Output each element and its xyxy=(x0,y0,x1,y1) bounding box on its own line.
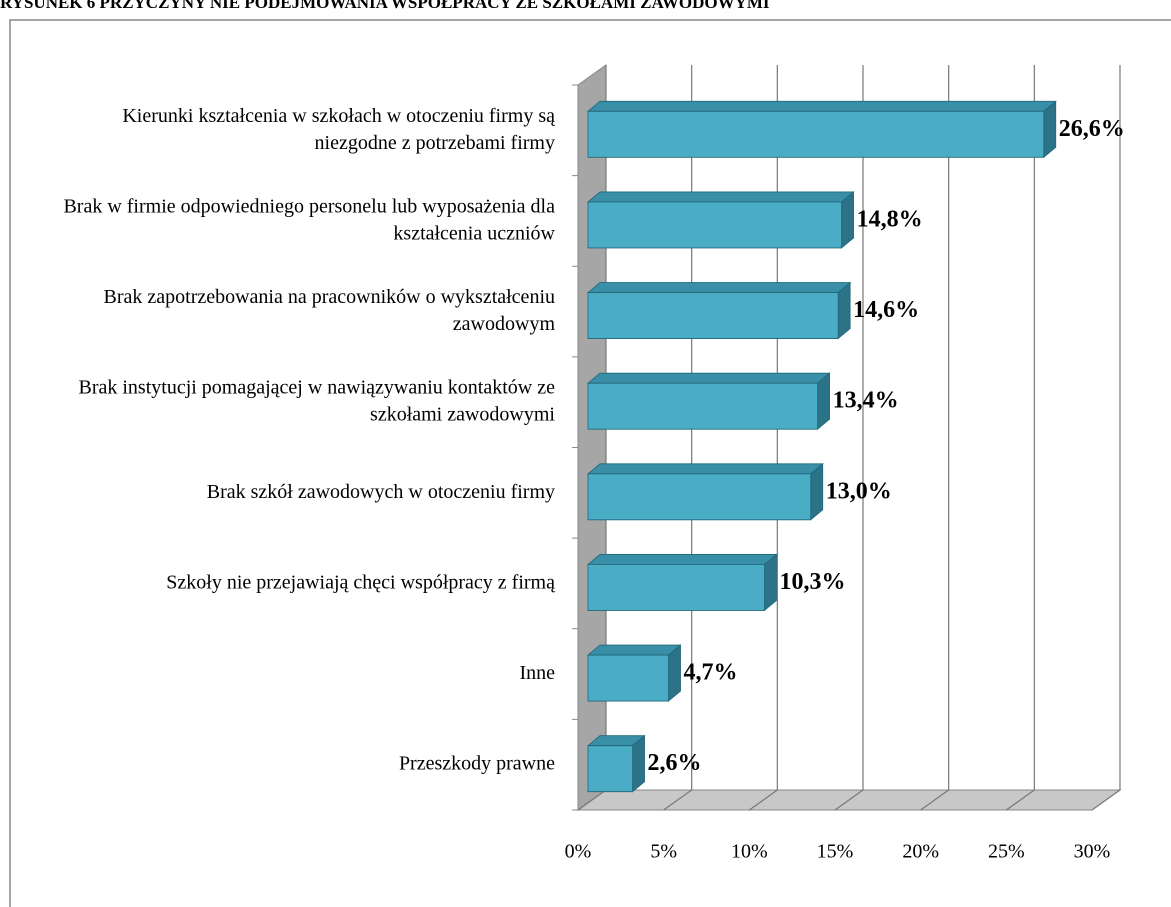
x-tick-label: 20% xyxy=(902,841,939,863)
category-label: Brak w firmie odpowiedniego personelu lu… xyxy=(63,195,555,244)
bar xyxy=(586,462,824,521)
category-label: Szkoły nie przejawiają chęci współpracy … xyxy=(166,571,556,593)
value-label: 2,6% xyxy=(648,750,702,776)
value-label: 13,4% xyxy=(833,388,899,414)
category-label: Przeszkody prawne xyxy=(399,752,555,774)
category-label: Brak instytucji pomagającej w nawiązywan… xyxy=(78,376,555,425)
value-label: 26,6% xyxy=(1059,116,1125,142)
x-tick-label: 25% xyxy=(988,841,1025,863)
grid-line xyxy=(920,65,950,811)
bar xyxy=(586,100,1057,159)
x-tick-label: 15% xyxy=(817,841,854,863)
value-label: 14,6% xyxy=(853,297,919,323)
value-label: 13,0% xyxy=(826,478,892,504)
category-label: Brak zapotrzebowania na pracowników o wy… xyxy=(104,286,556,335)
bar xyxy=(586,644,682,702)
grid-line xyxy=(1005,65,1035,811)
bar xyxy=(586,372,831,431)
category-label: Brak szkół zawodowych w otoczeniu firmy xyxy=(207,480,555,502)
category-label: Kierunki kształcenia w szkołach w otocze… xyxy=(122,104,556,153)
x-tick-label: 10% xyxy=(731,841,768,863)
grid-line xyxy=(834,65,864,811)
bar xyxy=(586,734,646,793)
value-label: 10,3% xyxy=(779,569,845,595)
category-label: Inne xyxy=(519,662,555,684)
x-tick-label: 5% xyxy=(650,841,677,863)
value-label: 4,7% xyxy=(684,660,738,686)
value-label: 14,8% xyxy=(857,206,923,232)
grid-line xyxy=(748,65,778,811)
x-tick-label: 30% xyxy=(1074,841,1111,863)
grid-line xyxy=(1091,65,1121,811)
chart-title: RYSUNEK 6 PRZYCZYNY NIE PODEJMOWANIA WSP… xyxy=(0,0,770,12)
bar xyxy=(586,191,855,249)
chart-frame xyxy=(9,19,1171,907)
bar xyxy=(586,553,778,612)
bar xyxy=(586,281,852,340)
x-tick-label: 0% xyxy=(565,841,592,863)
